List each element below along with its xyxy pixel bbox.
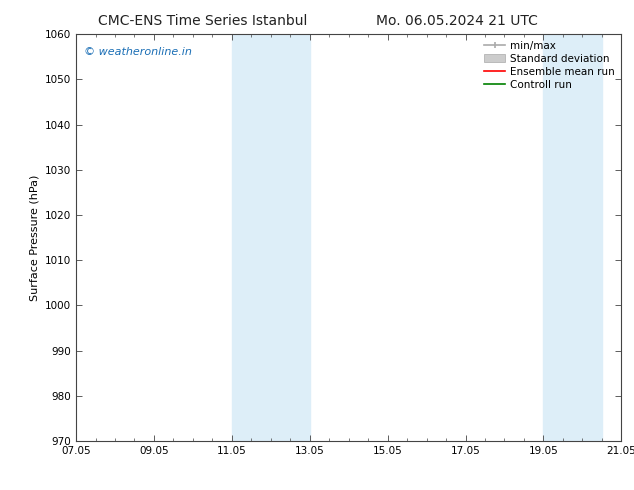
Bar bbox=[232, 34, 310, 441]
Text: CMC-ENS Time Series Istanbul: CMC-ENS Time Series Istanbul bbox=[98, 14, 307, 28]
Text: Mo. 06.05.2024 21 UTC: Mo. 06.05.2024 21 UTC bbox=[375, 14, 538, 28]
Bar bbox=[543, 34, 602, 441]
Legend: min/max, Standard deviation, Ensemble mean run, Controll run: min/max, Standard deviation, Ensemble me… bbox=[480, 36, 619, 94]
Y-axis label: Surface Pressure (hPa): Surface Pressure (hPa) bbox=[29, 174, 39, 301]
Text: © weatheronline.in: © weatheronline.in bbox=[84, 47, 192, 56]
